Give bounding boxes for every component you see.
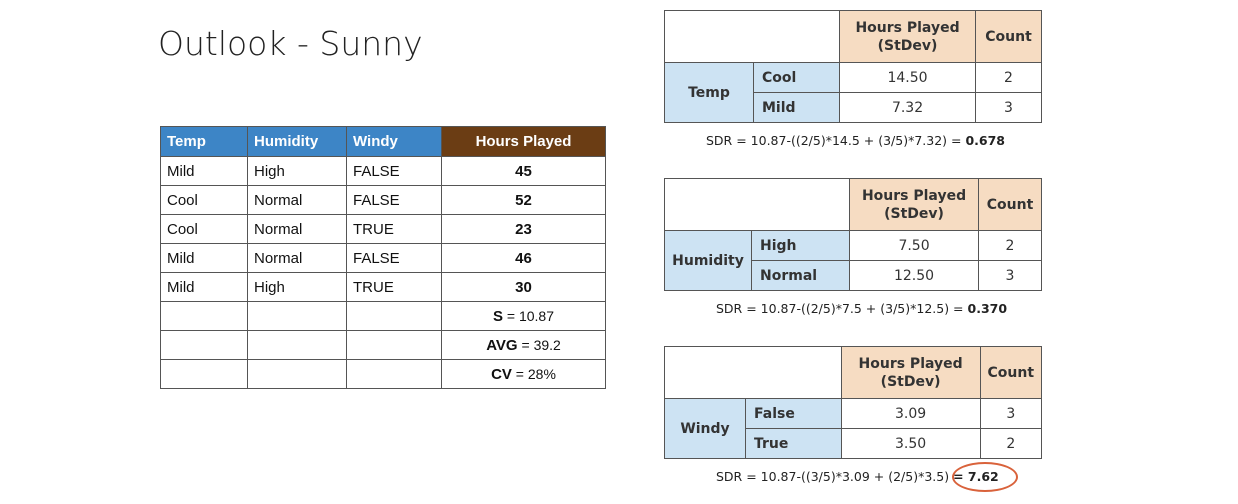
attribute-value: True: [745, 428, 842, 459]
cell-windy: FALSE: [346, 156, 442, 186]
cell-humidity: Normal: [247, 243, 347, 273]
cell-humidity: High: [247, 156, 347, 186]
sdr-table-humidity: Hours Played (StDev) Count Humidity High…: [663, 178, 1042, 291]
sdr-formula-humidity: SDR = 10.87-((2/5)*7.5 + (3/5)*12.5) = 0…: [716, 301, 1008, 316]
attribute-label: Humidity: [664, 230, 752, 291]
cell-hours: 45: [441, 156, 606, 186]
cell-hours: 46: [441, 243, 606, 273]
stdev-value: 12.50: [849, 260, 980, 291]
stat-cv: CV = 28%: [441, 359, 606, 389]
count-value: 2: [979, 428, 1043, 459]
count-value: 2: [978, 230, 1042, 261]
sdr-formula-temp: SDR = 10.87-((2/5)*14.5 + (3/5)*7.32) = …: [706, 133, 1006, 148]
stat-row: AVG = 39.2: [160, 330, 606, 360]
cell-temp: Mild: [160, 243, 248, 273]
header-count: Count: [978, 178, 1042, 231]
header-count: Count: [975, 10, 1042, 63]
stdev-value: 7.32: [839, 92, 977, 123]
cell-humidity: Normal: [247, 185, 347, 215]
header-stdev: Hours Played (StDev): [839, 10, 977, 63]
header-stdev: Hours Played (StDev): [840, 346, 981, 399]
header-windy: Windy: [346, 126, 442, 157]
header-count: Count: [979, 346, 1043, 399]
cell-hours: 52: [441, 185, 606, 215]
count-value: 3: [979, 398, 1043, 429]
attribute-value: High: [750, 230, 851, 261]
cell-temp: Cool: [160, 214, 248, 244]
sdr-table-temp: Hours Played (StDev) Count Temp Cool 14.…: [663, 10, 1042, 123]
data-table: Temp Humidity Windy Hours Played Mild Hi…: [160, 126, 606, 389]
slide-title: Outlook - Sunny: [158, 24, 423, 63]
stat-avg: AVG = 39.2: [441, 330, 606, 360]
cell-temp: Cool: [160, 185, 248, 215]
table-row: Cool Normal FALSE 52: [160, 185, 606, 215]
highlight-circle: [952, 462, 1018, 492]
count-value: 2: [975, 62, 1042, 93]
sdr-table-windy: Hours Played (StDev) Count Windy False 3…: [664, 346, 1043, 459]
cell-windy: TRUE: [346, 214, 442, 244]
header-temp: Temp: [160, 126, 248, 157]
stat-row: S = 10.87: [160, 301, 606, 331]
stat-row: CV = 28%: [160, 359, 606, 389]
cell-humidity: High: [247, 272, 347, 302]
cell-temp: Mild: [160, 156, 248, 186]
cell-windy: FALSE: [346, 243, 442, 273]
cell-windy: FALSE: [346, 185, 442, 215]
table-row: Mild High FALSE 45: [160, 156, 606, 186]
attribute-value: False: [745, 398, 842, 429]
attribute-value: Mild: [752, 92, 841, 123]
table-row: Mild Normal FALSE 46: [160, 243, 606, 273]
stdev-value: 14.50: [839, 62, 977, 93]
count-value: 3: [975, 92, 1042, 123]
attribute-label: Windy: [664, 398, 746, 459]
cell-windy: TRUE: [346, 272, 442, 302]
cell-humidity: Normal: [247, 214, 347, 244]
table-header-row: Temp Humidity Windy Hours Played: [160, 126, 606, 157]
table-row: Cool Normal TRUE 23: [160, 214, 606, 244]
stat-stdev: S = 10.87: [441, 301, 606, 331]
stdev-value: 7.50: [849, 230, 980, 261]
table-row: Mild High TRUE 30: [160, 272, 606, 302]
header-humidity: Humidity: [247, 126, 347, 157]
attribute-label: Temp: [664, 62, 754, 123]
attribute-value: Cool: [752, 62, 841, 93]
stdev-value: 3.09: [840, 398, 981, 429]
stdev-value: 3.50: [840, 428, 981, 459]
count-value: 3: [978, 260, 1042, 291]
cell-temp: Mild: [160, 272, 248, 302]
cell-hours: 23: [441, 214, 606, 244]
attribute-value: Normal: [750, 260, 851, 291]
header-hours-played: Hours Played: [441, 126, 606, 157]
cell-hours: 30: [441, 272, 606, 302]
header-stdev: Hours Played (StDev): [849, 178, 980, 231]
